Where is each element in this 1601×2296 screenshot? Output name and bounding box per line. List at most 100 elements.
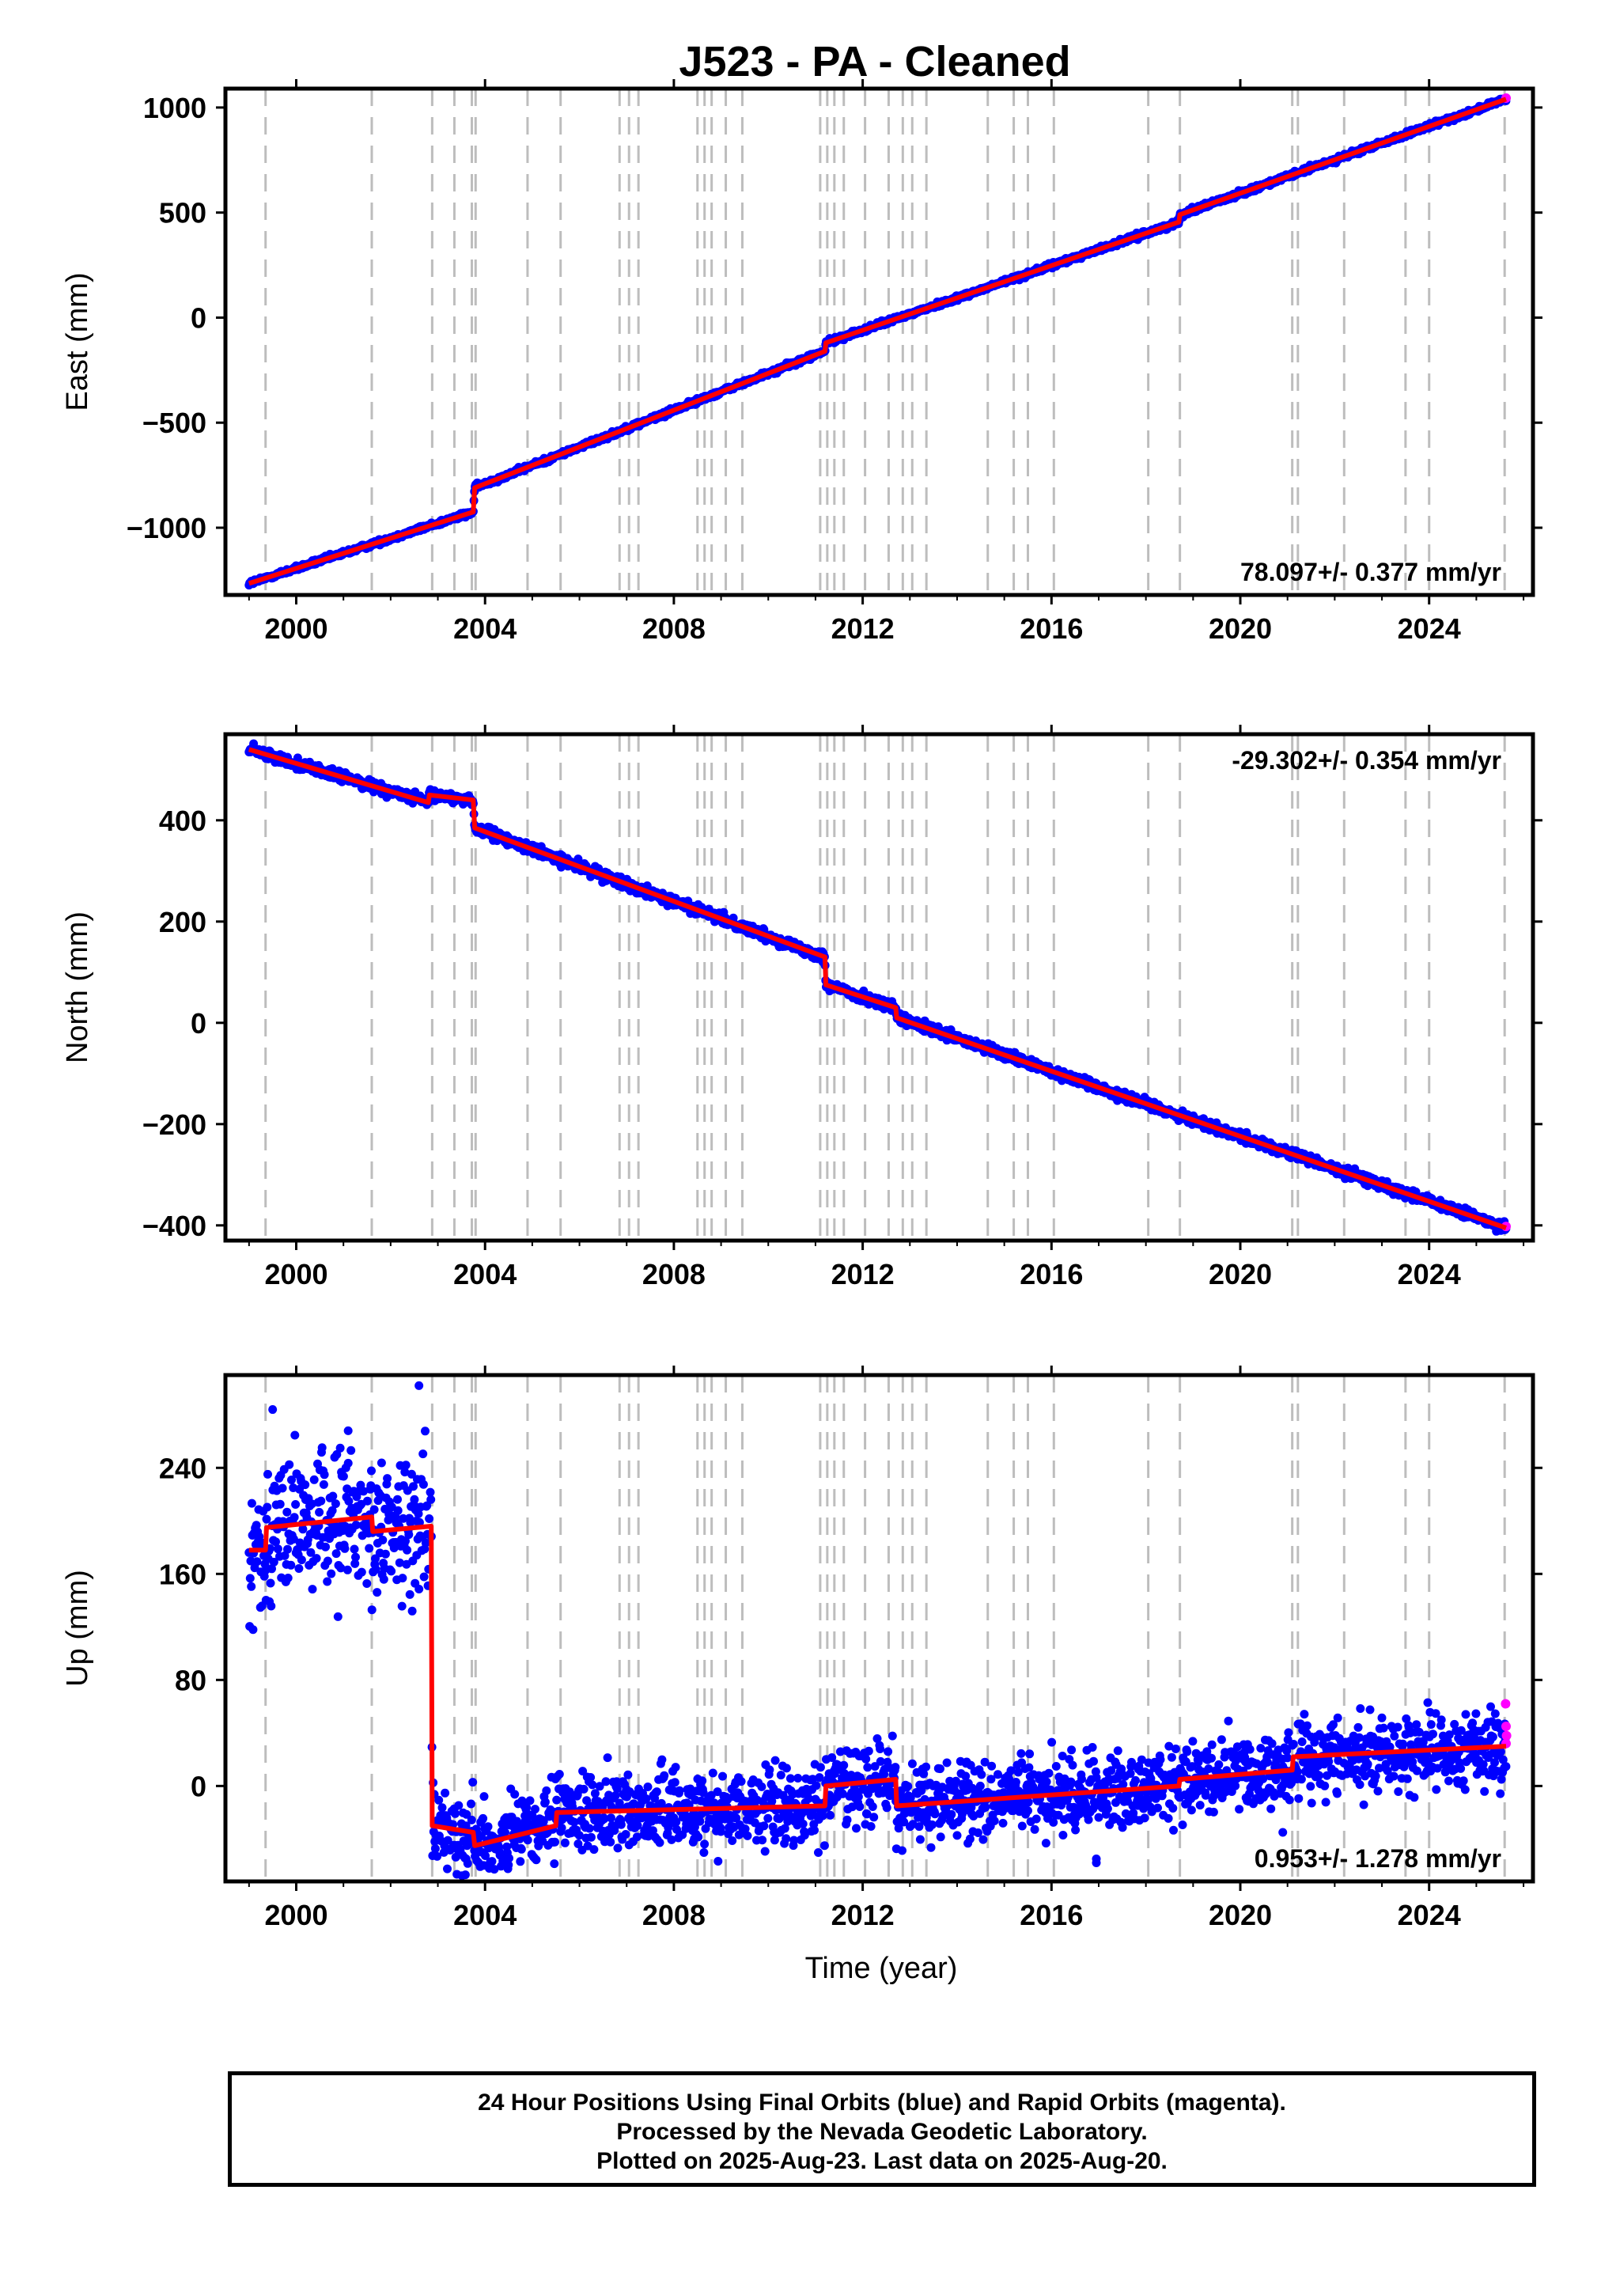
data-point [327, 1569, 336, 1578]
data-point [369, 1505, 379, 1514]
x-tick-label: 2004 [453, 612, 517, 645]
rate-label: -29.302+/- 0.354 mm/yr [1232, 746, 1501, 775]
data-point [398, 1574, 407, 1583]
data-point [317, 1443, 327, 1453]
data-point [297, 1555, 306, 1565]
data-point [320, 1470, 329, 1480]
data-point [312, 1554, 321, 1563]
x-tick-label: 2008 [642, 1258, 706, 1290]
data-point [308, 1585, 317, 1594]
data-point [280, 1551, 290, 1560]
data-point [263, 1502, 272, 1512]
data-point [350, 1559, 360, 1568]
x-tick-label: 2020 [1209, 612, 1272, 645]
data-point [350, 1544, 359, 1554]
data-point [365, 1544, 374, 1553]
data-point [401, 1536, 410, 1546]
data-point [283, 1544, 292, 1554]
data-point [328, 1491, 338, 1501]
data-point [409, 1482, 418, 1491]
y-axis-label: East (mm) [61, 272, 94, 411]
data-point [407, 1606, 417, 1616]
y-tick-label: −1000 [127, 512, 206, 544]
data-point [263, 1469, 272, 1479]
data-point [351, 1552, 360, 1562]
x-tick-label: 2016 [1020, 612, 1083, 645]
data-point [401, 1461, 411, 1470]
data-point [377, 1458, 386, 1468]
y-tick-label: −200 [142, 1108, 206, 1141]
y-tick-label: 200 [159, 906, 206, 938]
data-point [321, 1542, 330, 1552]
data-point [378, 1536, 388, 1544]
model-line [248, 97, 1508, 586]
data-point [267, 1601, 276, 1611]
data-point [246, 1556, 255, 1566]
data-point [380, 1549, 390, 1559]
data-point [339, 1472, 348, 1481]
plot-area [244, 89, 1511, 595]
model-line [248, 747, 1507, 1230]
data-point [395, 1558, 404, 1567]
y-tick-label: 1000 [143, 92, 206, 124]
data-point [289, 1534, 298, 1544]
y-tick-label: 0 [191, 1007, 206, 1040]
data-point [407, 1469, 416, 1479]
rate-label: 78.097+/- 0.377 mm/yr [1240, 558, 1501, 586]
data-point [344, 1496, 354, 1506]
data-point [383, 1474, 392, 1483]
data-point [399, 1514, 408, 1523]
y-tick-label: −500 [142, 407, 206, 439]
data-point [327, 1506, 337, 1515]
x-tick-label: 2012 [831, 612, 895, 645]
data-point [331, 1499, 340, 1509]
data-point [269, 1557, 278, 1567]
final-orbit-points [244, 739, 1511, 1236]
data-point [414, 1509, 423, 1518]
data-point [309, 1475, 319, 1484]
x-tick-label: 2020 [1209, 1258, 1272, 1290]
data-point [387, 1567, 396, 1576]
panel-2: 2000 2004 2008 2012 2016 2020 2024080160240Up … [61, 1366, 1542, 1931]
data-point [351, 1521, 361, 1529]
x-tick-label: 2008 [642, 612, 706, 645]
data-point [404, 1530, 414, 1540]
data-point [410, 1495, 419, 1504]
data-point [298, 1525, 308, 1534]
data-point [343, 1565, 352, 1574]
plot-area [244, 1375, 1512, 1881]
data-point [393, 1506, 403, 1515]
x-tick-label: 2000 [264, 612, 327, 645]
chart-title: J523 - PA - Cleaned [679, 38, 1070, 85]
y-tick-label: −400 [142, 1210, 206, 1242]
y-axis-label: North (mm) [61, 911, 94, 1063]
data-point [331, 1549, 341, 1559]
data-point [400, 1468, 410, 1477]
data-point [323, 1556, 332, 1566]
plot-frame [223, 86, 1535, 597]
data-point [267, 1564, 276, 1574]
x-tick-label: 2024 [1398, 1258, 1461, 1290]
data-point [346, 1445, 356, 1455]
data-point [379, 1574, 388, 1584]
data-point [282, 1507, 292, 1517]
data-point [286, 1560, 296, 1570]
data-point [397, 1601, 407, 1611]
data-point [340, 1544, 350, 1553]
data-point [359, 1487, 368, 1496]
data-point [290, 1430, 300, 1440]
data-point [336, 1563, 346, 1573]
data-point [403, 1545, 412, 1555]
panel-0: 2000 2004 2008 2012 2016 2020 2024−1000−500050… [61, 79, 1542, 645]
data-point [367, 1466, 376, 1476]
y-tick-label: 0 [191, 301, 206, 334]
data-point [405, 1589, 414, 1599]
x-tick-label: 2024 [1398, 612, 1461, 645]
x-tick-label: 2004 [453, 1258, 517, 1290]
data-point [278, 1483, 287, 1493]
data-point [252, 1521, 261, 1530]
data-point [273, 1544, 282, 1554]
panel-1: 2000 2004 2008 2012 2016 2020 2024−400−2000200… [61, 725, 1542, 1290]
plot-area [244, 734, 1511, 1241]
